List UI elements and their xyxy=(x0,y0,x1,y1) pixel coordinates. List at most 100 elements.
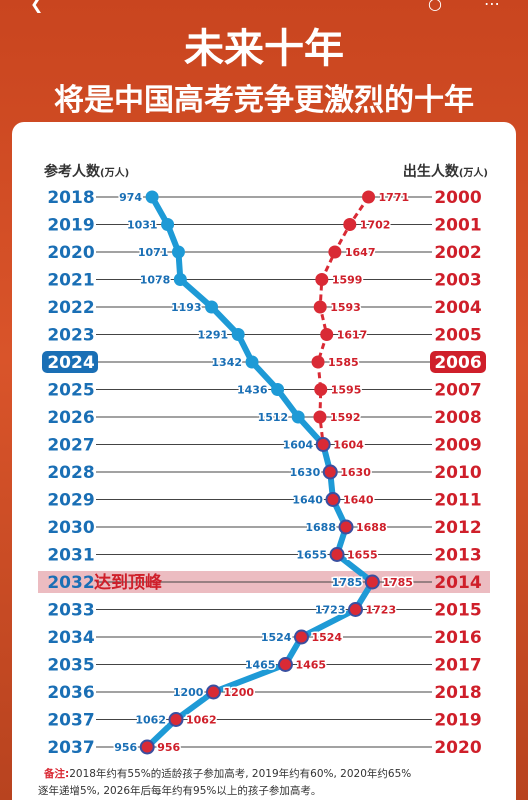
merged-point xyxy=(329,547,345,562)
search-icon[interactable]: ○ xyxy=(428,0,442,13)
exam-year-label: 2019 xyxy=(47,216,94,236)
exam-value-label: 1688 xyxy=(305,521,336,534)
exam-point xyxy=(171,245,185,259)
birth-value-label: 1655 xyxy=(347,549,378,562)
exam-value-label: 1062 xyxy=(135,714,166,727)
footnote-line-2: 逐年递增5%, 2026年后每年约有95%以上的孩子参加高考。 xyxy=(38,784,321,797)
birth-value-label: 1723 xyxy=(366,604,397,617)
birth-point xyxy=(315,273,329,286)
chart-card xyxy=(12,122,516,800)
exam-year-label: 2029 xyxy=(47,491,94,511)
exam-year-label: 2028 xyxy=(47,463,94,483)
exam-value-label: 1723 xyxy=(315,604,346,617)
birth-value-label: 1524 xyxy=(311,631,342,644)
birth-point xyxy=(320,328,334,341)
exam-value-label: 974 xyxy=(119,191,142,204)
merged-point xyxy=(205,684,221,700)
exam-year-label: 2037 xyxy=(47,711,94,731)
birth-year-label: 2001 xyxy=(434,216,481,236)
exam-point xyxy=(145,190,159,204)
exam-year-label: 2037 xyxy=(47,738,94,758)
birth-year-label: 2003 xyxy=(434,271,481,291)
birth-value-label: 1771 xyxy=(379,191,410,204)
exam-value-label: 1291 xyxy=(198,329,229,342)
exam-year-label: 2021 xyxy=(47,271,94,291)
back-icon[interactable]: ❮ xyxy=(30,0,44,13)
exam-point xyxy=(271,383,285,396)
exam-point xyxy=(205,300,219,314)
birth-year-badge xyxy=(430,351,486,373)
merged-point xyxy=(322,464,338,480)
birth-point xyxy=(313,300,327,314)
birth-point xyxy=(343,218,357,231)
merged-point xyxy=(364,574,380,590)
more-icon[interactable]: ⋯ xyxy=(484,0,500,13)
exam-year-label: 2026 xyxy=(47,408,94,428)
birth-year-label: 2014 xyxy=(434,573,481,593)
exam-point xyxy=(245,355,259,369)
birth-value-label: 1630 xyxy=(340,466,371,479)
exam-year-label: 2020 xyxy=(47,243,94,263)
merged-point xyxy=(277,657,293,672)
exam-value-label: 1785 xyxy=(332,576,363,589)
birth-year-label: 2009 xyxy=(434,436,481,456)
birth-value-label: 1702 xyxy=(360,219,391,232)
birth-value-label: 1604 xyxy=(333,439,364,452)
exam-value-label: 1640 xyxy=(292,494,323,507)
birth-value-label: 1200 xyxy=(223,686,254,699)
merged-point xyxy=(325,492,341,507)
exam-value-label: 1193 xyxy=(171,301,202,314)
exam-year-label: 2031 xyxy=(47,546,94,566)
exam-year-label: 2030 xyxy=(47,518,94,538)
birth-value-label: 1640 xyxy=(343,494,374,507)
birth-value-label: 1599 xyxy=(332,274,363,287)
merged-point xyxy=(139,739,155,755)
exam-point xyxy=(231,328,245,341)
birth-year-label: 2010 xyxy=(434,463,481,483)
birth-year-label: 2007 xyxy=(434,381,481,401)
birth-value-label: 1593 xyxy=(330,301,361,314)
merged-point xyxy=(168,712,184,727)
page-subtitle: 将是中国高考竞争更激烈的十年 xyxy=(54,83,474,118)
peak-label: 达到顶峰 xyxy=(94,572,163,593)
exam-value-label: 1630 xyxy=(290,466,321,479)
birth-value-label: 1647 xyxy=(345,246,376,259)
exam-value-label: 1436 xyxy=(237,384,268,397)
birth-year-label: 2000 xyxy=(434,188,481,208)
right-axis-label: 出生人数(万人) xyxy=(403,163,488,180)
birth-year-label: 2020 xyxy=(434,738,481,758)
exam-year-label: 2022 xyxy=(47,298,94,318)
exam-point xyxy=(173,273,187,286)
birth-year-label: 2006 xyxy=(434,353,481,373)
exam-value-label: 1655 xyxy=(296,549,327,562)
exam-year-label: 2034 xyxy=(47,628,94,648)
exam-value-label: 1078 xyxy=(140,274,171,287)
birth-year-label: 2015 xyxy=(434,601,481,621)
birth-year-label: 2008 xyxy=(434,408,481,428)
birth-year-label: 2013 xyxy=(434,546,481,566)
exam-value-label: 1200 xyxy=(173,686,204,699)
left-axis-label: 参考人数(万人) xyxy=(44,163,129,180)
birth-value-label: 956 xyxy=(157,741,180,754)
footnote-line-1: 备注:2018年约有55%的适龄孩子参加高考, 2019年约有60%, 2020… xyxy=(43,767,411,780)
birth-year-label: 2012 xyxy=(434,518,481,538)
birth-point xyxy=(362,190,376,204)
exam-year-badge xyxy=(42,351,98,373)
exam-value-label: 1342 xyxy=(211,356,242,369)
birth-point xyxy=(314,383,328,396)
exam-year-label: 2035 xyxy=(47,656,94,676)
exam-year-label: 2024 xyxy=(47,353,94,373)
birth-year-label: 2018 xyxy=(434,683,481,703)
birth-point xyxy=(313,410,327,424)
merged-point xyxy=(338,519,354,535)
birth-year-label: 2005 xyxy=(434,326,481,346)
exam-value-label: 1524 xyxy=(261,631,292,644)
birth-year-label: 2017 xyxy=(434,656,481,676)
birth-value-label: 1688 xyxy=(356,521,387,534)
birth-year-label: 2016 xyxy=(434,628,481,648)
exam-value-label: 1031 xyxy=(127,219,158,232)
birth-value-label: 1585 xyxy=(328,356,359,369)
birth-value-label: 1617 xyxy=(337,329,368,342)
